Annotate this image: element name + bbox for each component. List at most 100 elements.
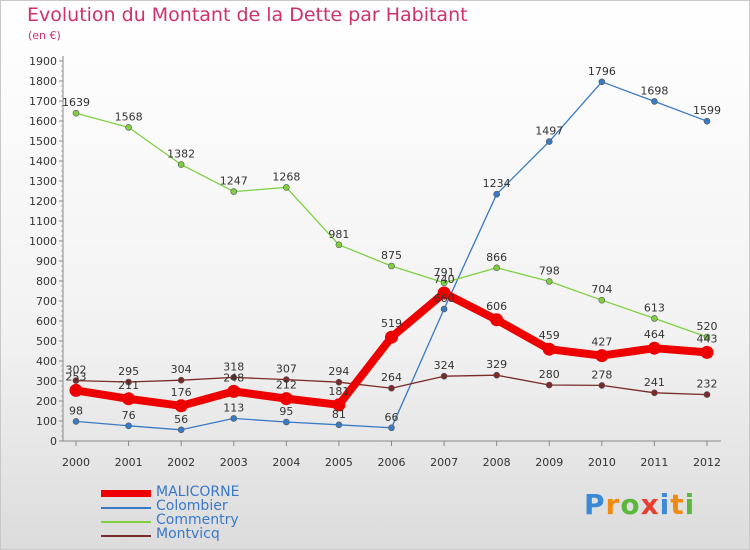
y-tick-label: 1400: [29, 155, 57, 168]
y-tick-label: 1100: [29, 215, 57, 228]
y-tick-label: 600: [36, 315, 57, 328]
proxiti-logo: Proxiti: [584, 488, 696, 521]
x-tick-label: 2004: [272, 456, 300, 469]
data-point: [647, 341, 661, 355]
data-label: 459: [539, 329, 560, 342]
data-point: [440, 279, 448, 287]
x-tick-label: 2007: [430, 456, 458, 469]
data-label: 95: [279, 405, 293, 418]
data-point: [440, 372, 448, 380]
data-point: [177, 161, 185, 168]
data-label: 1382: [167, 148, 195, 161]
data-point: [125, 422, 132, 430]
data-point: [72, 377, 80, 384]
data-label: 253: [66, 370, 87, 383]
data-label: 113: [223, 401, 244, 414]
legend-label: Commentry: [156, 512, 239, 528]
data-label: 241: [644, 376, 665, 389]
data-label: 1796: [588, 65, 616, 78]
x-tick-label: 2002: [167, 456, 195, 469]
data-point: [125, 124, 132, 131]
chart-subtitle: (en €): [28, 29, 61, 42]
data-point: [230, 374, 238, 381]
data-label: 76: [122, 409, 136, 422]
data-label: 660: [434, 292, 455, 305]
legend-swatch: [101, 521, 151, 523]
y-tick-label: 1800: [29, 75, 57, 88]
chart-axes: 0 100 200 300 400 500 600 700 800 900 1000 1100 1200…: [29, 55, 721, 469]
data-label: 798: [539, 264, 560, 277]
data-point: [230, 415, 238, 422]
data-point: [335, 378, 343, 386]
data-label: 248: [223, 371, 244, 384]
y-tick-label: 800: [36, 275, 57, 288]
y-tick-label: 0: [50, 435, 57, 448]
data-point: [490, 313, 504, 327]
y-tick-label: 1500: [29, 135, 57, 148]
y-tick-label: 1200: [29, 195, 57, 208]
data-label: 519: [381, 317, 402, 330]
y-tick-label: 1300: [29, 175, 57, 188]
data-labels-layer: 98 76 56 113 95 81 66 660 1234 1497 1796 1698 1599 16…: [62, 65, 721, 426]
x-tick-label: 2010: [588, 456, 616, 469]
data-label: 66: [385, 411, 399, 424]
data-point: [493, 190, 500, 198]
data-point: [545, 278, 553, 285]
y-tick-label: 700: [36, 295, 57, 308]
data-label: 278: [591, 368, 612, 381]
data-label: 1639: [62, 96, 90, 109]
data-point: [335, 241, 343, 249]
data-point: [700, 345, 714, 359]
data-point: [283, 376, 290, 383]
data-label: 520: [697, 320, 718, 333]
data-label: 1247: [220, 175, 248, 188]
data-label: 740: [434, 273, 455, 286]
data-point: [177, 426, 185, 434]
y-tick-label: 300: [36, 375, 57, 388]
data-point: [122, 392, 136, 406]
data-label: 704: [591, 283, 612, 296]
legend-swatch: [101, 535, 151, 537]
data-point: [69, 383, 83, 397]
x-tick-label: 2008: [483, 456, 511, 469]
data-label: 307: [276, 363, 297, 376]
legend-label: Colombier: [156, 498, 228, 514]
x-tick-label: 2009: [535, 456, 563, 469]
data-point: [72, 418, 80, 425]
data-label: 875: [381, 249, 402, 262]
y-tick-label: 1600: [29, 115, 57, 128]
data-label: 212: [276, 379, 297, 392]
data-label: 81: [332, 408, 346, 421]
data-label: 606: [486, 300, 507, 313]
data-point: [174, 399, 188, 413]
legend-label: MALICORNE: [156, 484, 240, 500]
data-point: [283, 184, 290, 191]
data-point: [388, 384, 395, 392]
data-label: 211: [118, 379, 139, 392]
data-point: [283, 418, 290, 426]
legend-swatch: [101, 507, 151, 509]
data-point: [335, 421, 343, 429]
data-label: 1497: [535, 125, 563, 138]
x-tick-label: 2003: [220, 456, 248, 469]
data-label: 295: [118, 365, 139, 378]
data-label: 866: [486, 251, 507, 264]
data-label: 302: [66, 364, 87, 377]
data-point: [703, 117, 711, 125]
data-point: [598, 382, 606, 389]
data-point: [177, 376, 185, 384]
legend-label: Montvicq: [156, 526, 220, 542]
data-label: 56: [174, 413, 188, 426]
chart-title: Evolution du Montant de la Dette par Hab…: [27, 4, 468, 26]
data-point: [493, 371, 500, 379]
y-tick-label: 1900: [29, 55, 57, 68]
data-point: [72, 109, 80, 117]
x-tick-label: 2006: [378, 456, 406, 469]
data-label: 427: [591, 336, 612, 349]
legend-swatch: [101, 490, 151, 497]
data-label: 232: [697, 378, 718, 391]
data-label: 294: [328, 365, 349, 378]
x-tick-label: 2000: [62, 456, 90, 469]
series-layer: [69, 78, 714, 434]
